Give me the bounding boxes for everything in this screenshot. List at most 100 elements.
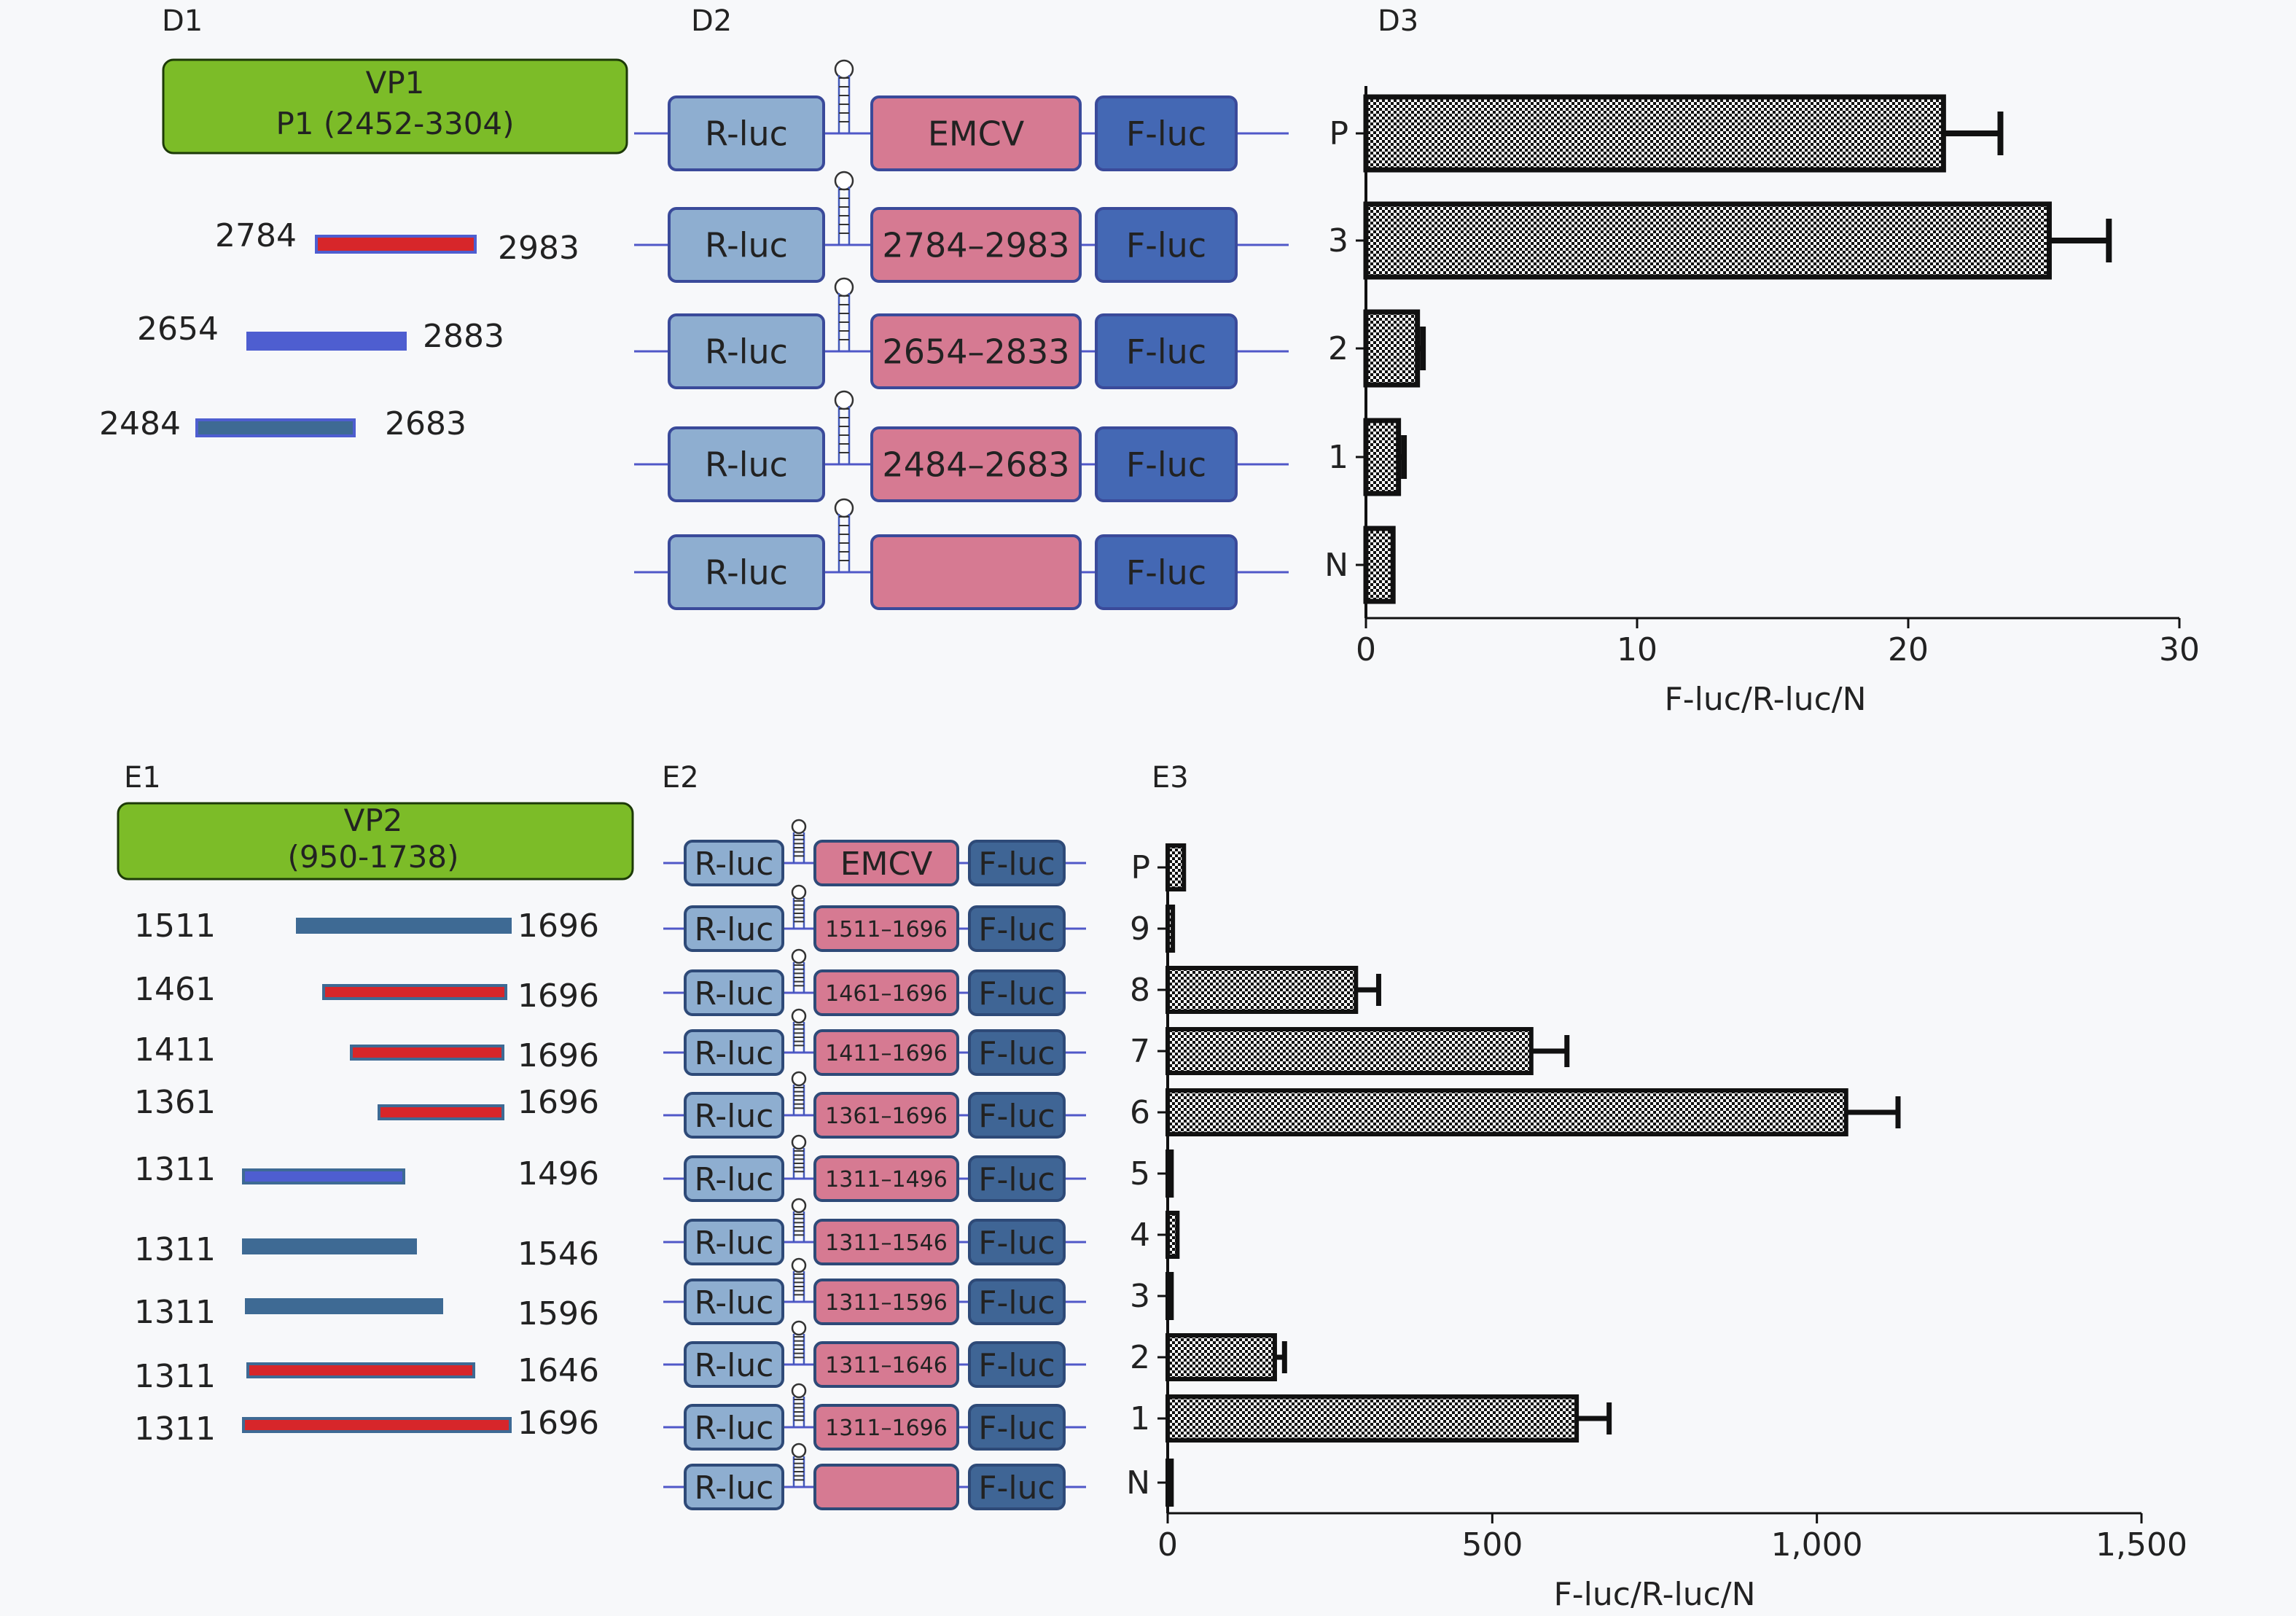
panel-label-d2: D2	[691, 4, 732, 38]
d1-segment-end: 2983	[498, 230, 579, 267]
e3-category-label: 9	[1130, 910, 1150, 948]
d1-segments: 2784 2983 2654 2883 2484 2683	[99, 217, 579, 442]
e3-bar	[1165, 1027, 1534, 1075]
d2-fluc-box	[1095, 426, 1238, 502]
d1-vp1-title: VP1	[366, 65, 425, 101]
e2-rluc-label: R-luc	[695, 1035, 774, 1072]
d2-fluc-label: F-luc	[1126, 226, 1206, 265]
d3-category-label: 1	[1328, 439, 1348, 476]
e1-segment-start: 1311	[134, 1358, 216, 1395]
hairpin-icon	[791, 1008, 807, 1053]
e3-bar	[1165, 966, 1359, 1014]
d2-construct-row: R-luc F-luc	[634, 498, 1289, 610]
e2-rluc-label: R-luc	[695, 911, 774, 948]
e1-segment-bar	[378, 1104, 504, 1120]
d1-segment-bar	[195, 418, 356, 437]
e1-segment-end: 1546	[518, 1236, 599, 1273]
e2-fluc-label: F-luc	[978, 1161, 1055, 1198]
hairpin-icon	[791, 948, 807, 993]
e1-segment-end: 1646	[518, 1352, 599, 1389]
e1-segment-end: 1696	[518, 1405, 599, 1442]
d2-rluc-box	[668, 426, 825, 502]
e3-bar	[1165, 1211, 1180, 1259]
e2-insert-box	[813, 840, 959, 886]
d2-insert-box	[870, 426, 1082, 502]
e2-rluc-label: R-luc	[695, 1098, 774, 1135]
e1-segment-start: 1461	[134, 971, 216, 1008]
e2-insert-box	[813, 905, 959, 952]
d1-segment-start: 2654	[137, 311, 219, 348]
d1-segment-end: 2683	[385, 405, 466, 442]
panel-label-d1: D1	[162, 4, 203, 38]
e3-x-tick-label: 0	[1157, 1526, 1178, 1564]
e3-bar	[1165, 1459, 1174, 1507]
e2-rluc-label: R-luc	[695, 1161, 774, 1198]
e2-insert-box	[813, 1279, 959, 1325]
hairpin-icon	[834, 498, 854, 572]
hairpin-icon	[791, 1320, 807, 1365]
panel-label-d3: D3	[1378, 4, 1418, 38]
d2-fluc-label: F-luc	[1126, 332, 1206, 372]
d2-construct-row: R-luc 2784–2983 F-luc	[634, 171, 1289, 283]
e3-x-tick-label: 1,500	[2096, 1526, 2187, 1564]
d2-rluc-box	[668, 534, 825, 610]
d2-rluc-label: R-luc	[705, 332, 788, 372]
e1-segment-end: 1696	[518, 1037, 599, 1074]
e2-fluc-box	[968, 1029, 1066, 1076]
e2-rluc-box	[684, 1092, 784, 1139]
e3-category-label: 2	[1130, 1339, 1150, 1376]
e2-construct-row: R-luc 1311–1646 F-luc	[663, 1320, 1086, 1388]
e2-fluc-box	[968, 969, 1066, 1016]
d2-insert-box	[870, 313, 1082, 389]
d1-segment-start: 2784	[215, 217, 297, 254]
e2-insert-box	[813, 1029, 959, 1076]
d2-rluc-box	[668, 95, 825, 171]
d2-construct-row: R-luc 2654–2833 F-luc	[634, 277, 1289, 389]
d2-rluc-box	[668, 313, 825, 389]
e2-insert-label: 1311–1646	[825, 1353, 948, 1378]
e2-construct-row: R-luc 1511–1696 F-luc	[663, 884, 1086, 952]
e3-category-label: 6	[1130, 1094, 1150, 1131]
d2-rluc-label: R-luc	[705, 114, 788, 154]
e2-rluc-box	[684, 840, 784, 886]
d3-category-label: 2	[1328, 330, 1348, 367]
d2-fluc-label: F-luc	[1126, 553, 1206, 593]
hairpin-icon	[791, 1257, 807, 1302]
e2-rluc-box	[684, 1029, 784, 1076]
hairpin-icon	[791, 819, 807, 863]
hairpin-icon	[834, 390, 854, 464]
d3-bar	[1363, 201, 2052, 280]
d2-rluc-label: R-luc	[705, 445, 788, 485]
panel-label-e1: E1	[124, 761, 161, 795]
e2-insert-label: 1361–1696	[825, 1104, 948, 1129]
e2-rluc-label: R-luc	[695, 1410, 774, 1447]
e1-segment-start: 1361	[134, 1084, 216, 1121]
e3-category-label: 4	[1130, 1217, 1150, 1254]
e2-rluc-box	[684, 969, 784, 1016]
e1-segment-start: 1411	[134, 1031, 216, 1069]
d2-fluc-box	[1095, 313, 1238, 389]
e2-rluc-box	[684, 905, 784, 952]
d2-fluc-label: F-luc	[1126, 114, 1206, 154]
e2-insert-label: 1311–1596	[825, 1290, 948, 1316]
d2-insert-box	[870, 95, 1082, 171]
e3-category-label: 1	[1130, 1400, 1150, 1437]
d3-bar	[1363, 309, 1421, 388]
e2-fluc-box	[968, 1404, 1066, 1451]
e1-segment-bar	[322, 984, 507, 1000]
d2-fluc-label: F-luc	[1126, 445, 1206, 485]
d1-segment-end: 2883	[423, 318, 504, 355]
hairpin-icon	[834, 59, 854, 133]
d2-insert-box	[870, 207, 1082, 283]
e1-segment-bar	[245, 1298, 443, 1314]
hairpin-icon	[791, 884, 807, 929]
e2-fluc-box	[968, 905, 1066, 952]
e1-segment-end: 1696	[518, 977, 599, 1015]
hairpin-icon	[791, 1198, 807, 1242]
e2-insert-box	[813, 1404, 959, 1451]
e2-fluc-label: F-luc	[978, 1225, 1055, 1262]
e2-rluc-box	[684, 1341, 784, 1388]
hairpin-icon	[791, 1383, 807, 1427]
e2-insert-label: 1461–1696	[825, 981, 948, 1007]
